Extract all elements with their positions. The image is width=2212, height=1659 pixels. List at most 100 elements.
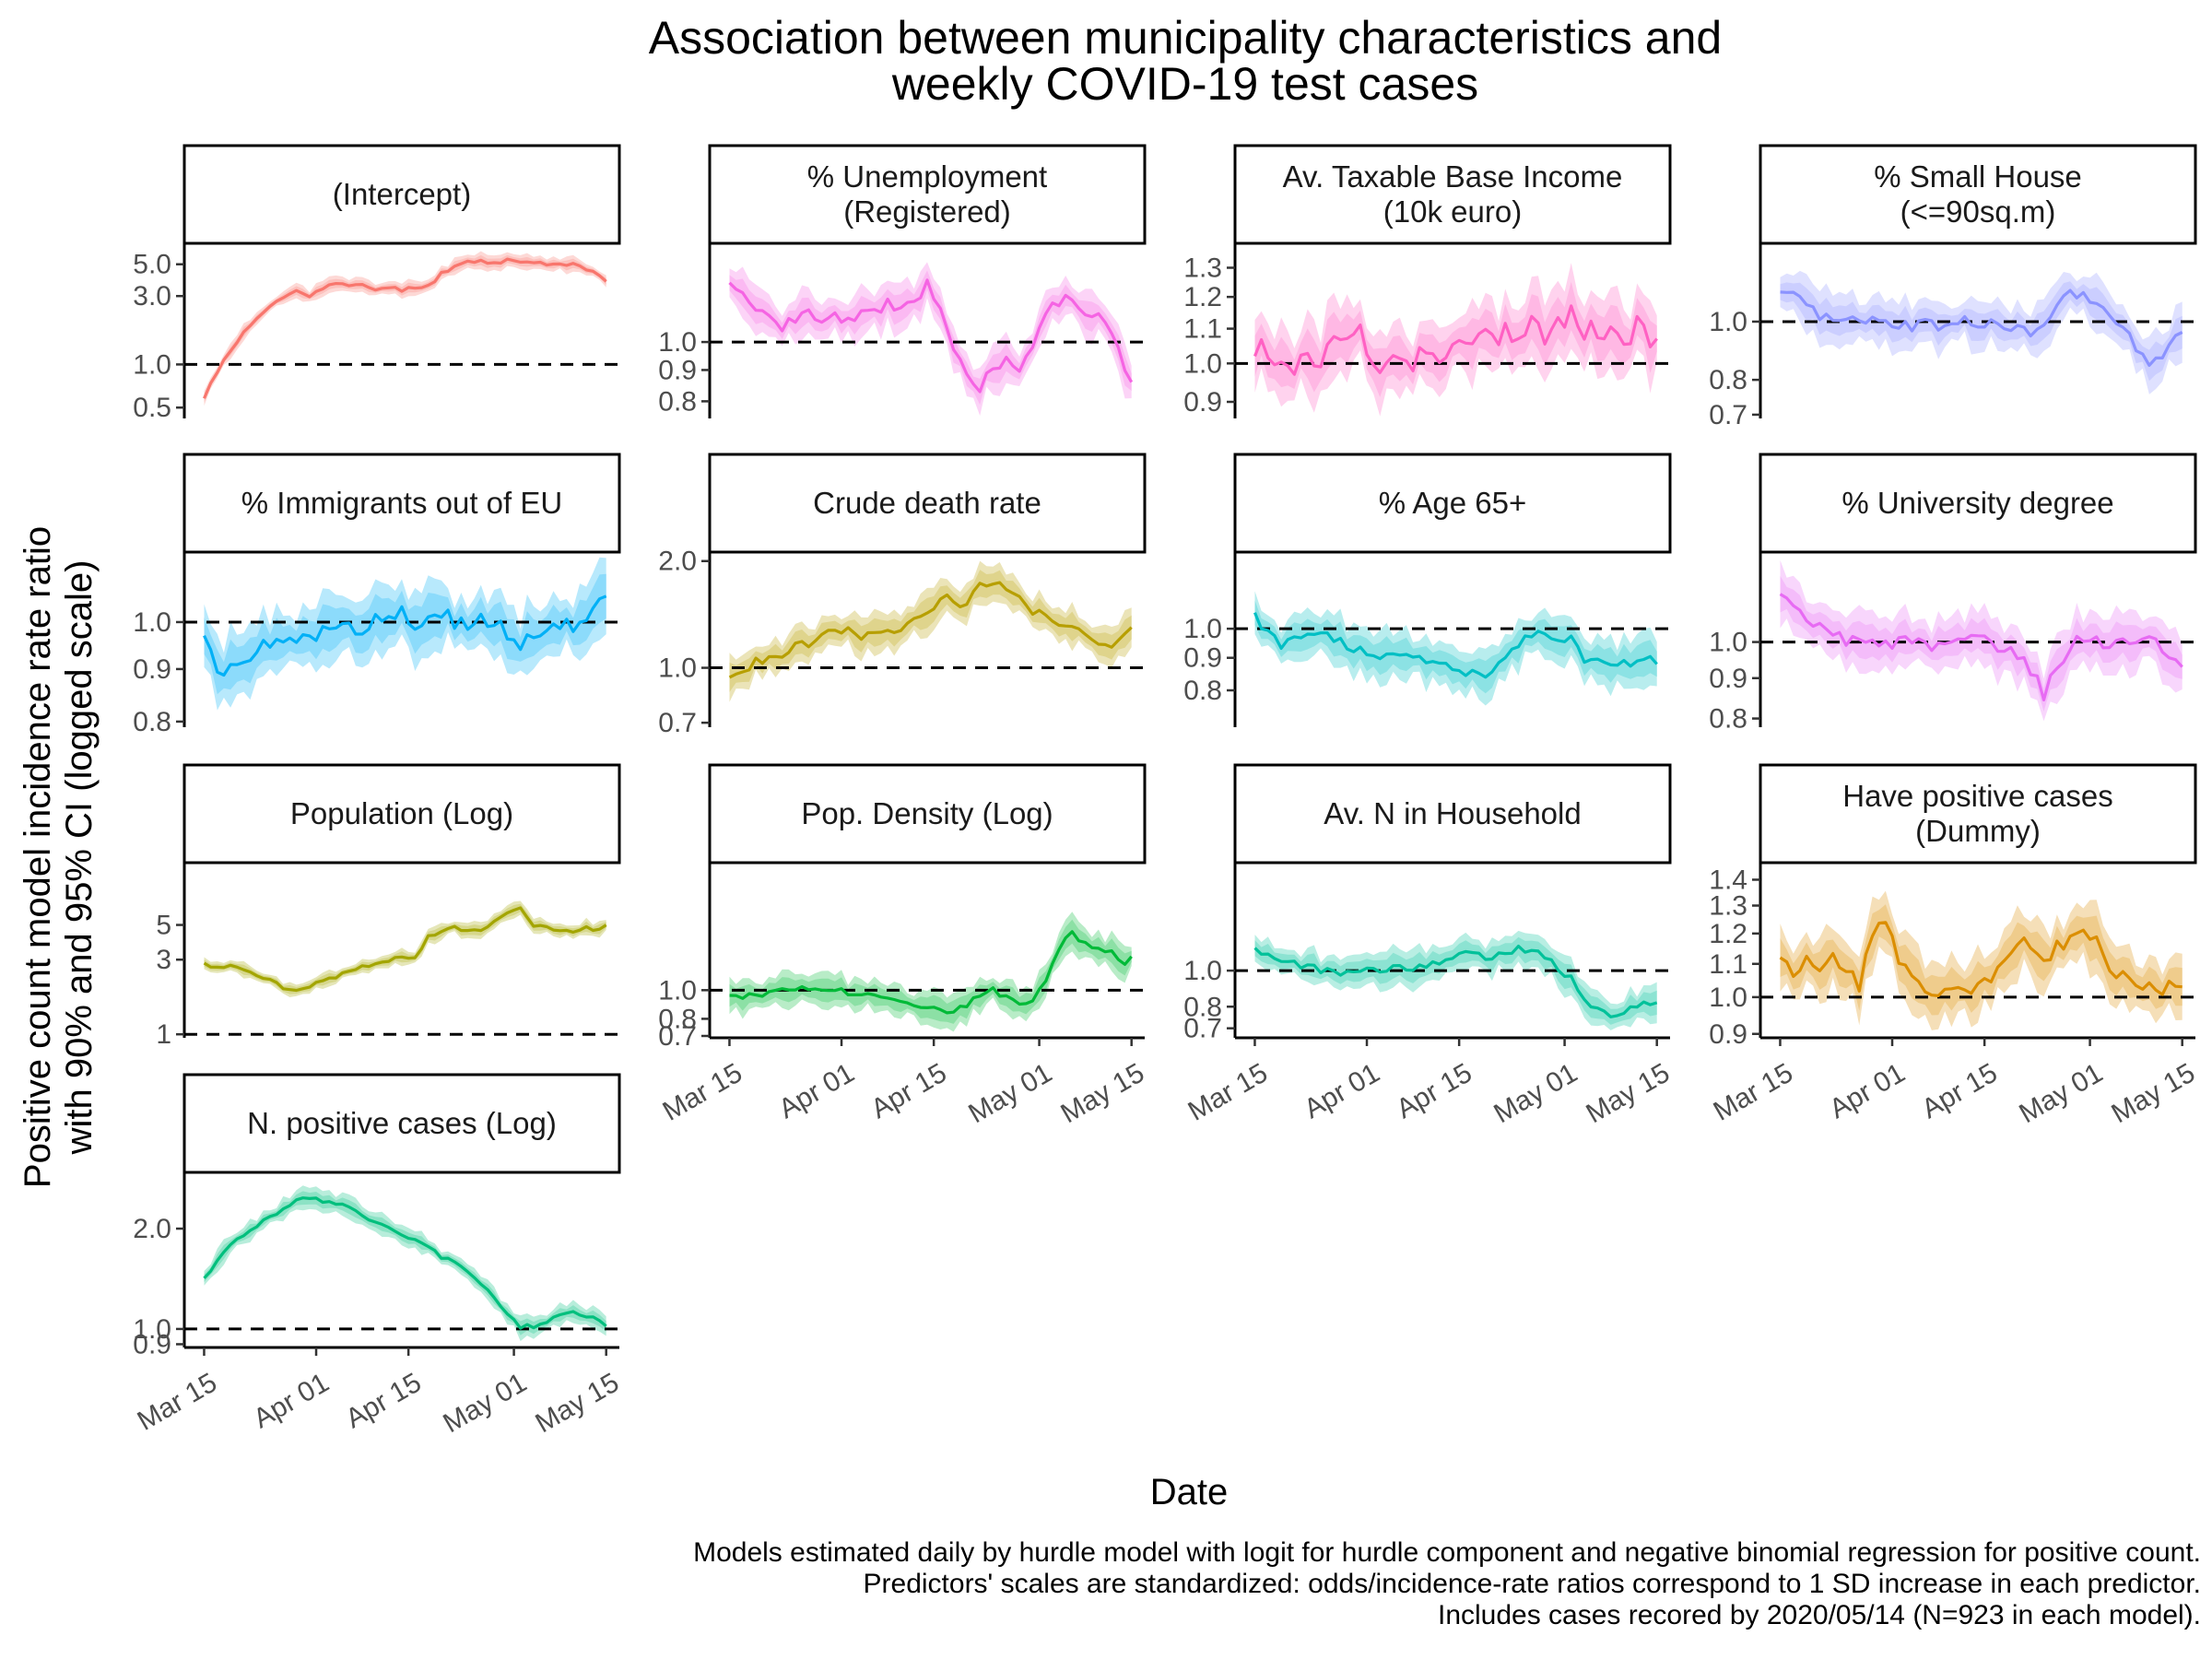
y-tick-label: 1.0 xyxy=(1183,348,1222,379)
y-tick-label: 3.0 xyxy=(133,281,171,312)
y-tick-label: 0.5 xyxy=(133,393,171,423)
ci90-band xyxy=(204,573,606,695)
y-tick-label: 0.8 xyxy=(658,1004,697,1034)
y-tick-label: 0.9 xyxy=(658,355,697,385)
ci90-band xyxy=(1254,281,1657,397)
strip-title: Have positive cases xyxy=(1842,779,2112,813)
strip-title: % University degree xyxy=(1841,486,2113,520)
strip-title: Crude death rate xyxy=(813,486,1041,520)
ci95-band xyxy=(729,262,1132,417)
facet-panel-income: Av. Taxable Base Income(10k euro)0.91.01… xyxy=(1183,144,1672,418)
ci95-band xyxy=(204,557,606,711)
facet-panel-age65: % Age 65+ 0.80.91.0 xyxy=(1183,453,1672,727)
strip-title: (Dummy) xyxy=(1915,814,2041,848)
estimate-line xyxy=(1779,593,2183,701)
y-tick-label: 1.3 xyxy=(1183,253,1222,283)
facet-panel-immigrants: % Immigrants out of EU 0.8 0.9 1.0 xyxy=(133,453,621,737)
y-tick-label: 0.7 xyxy=(658,1021,697,1052)
y-tick-label: 1.1 xyxy=(1183,314,1222,345)
ci95-band xyxy=(729,560,1132,702)
y-tick-label: 1.2 xyxy=(1709,919,1747,949)
caption-line: Includes cases recored by 2020/05/14 (N=… xyxy=(1438,1600,2201,1630)
y-tick-label: 0.9 xyxy=(133,654,171,685)
estimate-line xyxy=(203,257,607,399)
strip-box xyxy=(1759,453,2197,554)
y-tick-label: 1.2 xyxy=(1183,282,1222,312)
y-tick-label: 2.0 xyxy=(658,547,697,577)
strip-title: % Immigrants out of EU xyxy=(241,486,562,520)
estimate-line xyxy=(1253,304,1658,376)
strip-title: N. positive cases (Log) xyxy=(247,1106,557,1140)
y-tick-label: 2.0 xyxy=(133,1214,171,1244)
estimate-line xyxy=(729,930,1133,1015)
y-tick-label: 0.9 xyxy=(1183,387,1222,418)
y-tick-label: 0.9 xyxy=(1183,643,1222,674)
strip-title: % Age 65+ xyxy=(1379,486,1527,520)
y-tick-label: 1.0 xyxy=(133,349,171,380)
strip-box xyxy=(1759,144,2197,245)
strip-box xyxy=(708,763,1147,865)
strip-title: % Small House xyxy=(1874,159,2082,194)
y-tick-label: 0.8 xyxy=(1183,676,1222,706)
strip-box xyxy=(182,453,621,554)
y-axis-title: Positive count model incidence rate rati… xyxy=(18,526,100,1188)
facet-panel-population: Population (Log) 1 3 5 xyxy=(156,763,621,1050)
strip-title: (Registered) xyxy=(843,194,1011,229)
estimate-line xyxy=(728,278,1134,394)
y-tick-label: 1.1 xyxy=(1709,949,1747,980)
y-tick-label: 1.0 xyxy=(1709,628,1747,658)
caption: Models estimated daily by hurdle model w… xyxy=(693,1537,2201,1630)
y-tick-label: 1.0 xyxy=(1709,307,1747,337)
strip-box xyxy=(182,1073,621,1174)
y-tick-label: 1.3 xyxy=(1709,891,1747,922)
ci90-band xyxy=(1780,575,2183,712)
y-tick-label: 0.8 xyxy=(133,707,171,737)
estimate-line xyxy=(1779,921,2183,997)
facet-panel-university: % University degree 0.8 0.9 1.0 xyxy=(1709,453,2197,735)
y-axis-title-line: Positive count model incidence rate rati… xyxy=(18,526,58,1188)
strip-box xyxy=(708,144,1147,245)
caption-line: Predictors' scales are standardized: odd… xyxy=(864,1569,2201,1599)
strip-box xyxy=(1233,144,1672,245)
y-tick-label: 0.7 xyxy=(1183,1014,1222,1044)
ci90-band xyxy=(1254,936,1657,1025)
chart-title: Association between municipality charact… xyxy=(649,12,1722,110)
y-tick-label: 0.9 xyxy=(1709,1019,1747,1050)
facet-panel-unemployment: % Unemployment(Registered) 0.80.91.0 xyxy=(658,144,1147,418)
title-line: Association between municipality charact… xyxy=(649,12,1722,64)
strip-title: Av. N in Household xyxy=(1324,796,1581,830)
strip-box xyxy=(1233,453,1672,554)
strip-box xyxy=(708,453,1147,554)
y-tick-label: 0.8 xyxy=(1709,365,1747,395)
title-line: weekly COVID-19 test cases xyxy=(891,58,1478,110)
estimate-line xyxy=(203,1196,607,1330)
y-axis-title-line: with 90% and 95% CI (logged scale) xyxy=(59,560,100,1156)
ci95-band xyxy=(1254,591,1657,706)
y-tick-label: 1.0 xyxy=(133,1314,171,1345)
estimate-line xyxy=(1253,945,1658,1018)
estimate-line xyxy=(728,581,1133,679)
estimate-line xyxy=(1780,288,2183,367)
y-tick-label: 0.9 xyxy=(133,1329,171,1359)
y-tick-label: 0.7 xyxy=(1709,400,1747,430)
y-tick-label: 5.0 xyxy=(133,250,171,280)
ci90-band xyxy=(729,270,1132,406)
ci90-band xyxy=(729,919,1132,1024)
y-tick-label: 0.8 xyxy=(658,386,697,417)
strip-title: (<=90sq.m) xyxy=(1900,194,2056,229)
strip-title: % Unemployment xyxy=(807,159,1047,194)
ci90-band xyxy=(204,254,606,403)
y-tick-label: 1.0 xyxy=(658,975,697,1006)
strip-title: (Intercept) xyxy=(333,177,471,211)
y-tick-label: 1.4 xyxy=(1709,865,1747,895)
facet-panel-small_house: % Small House(<=90sq.m) 0.7 0.8 1.0 xyxy=(1709,144,2197,430)
strip-title: Population (Log) xyxy=(290,796,513,830)
strip-box xyxy=(182,763,621,865)
y-tick-label: 0.9 xyxy=(1709,664,1747,694)
x-axis-title: Date xyxy=(1150,1472,1229,1512)
y-tick-label: 1.0 xyxy=(658,327,697,358)
strip-title: Av. Taxable Base Income xyxy=(1283,159,1623,194)
y-tick-label: 1.0 xyxy=(1183,614,1222,644)
